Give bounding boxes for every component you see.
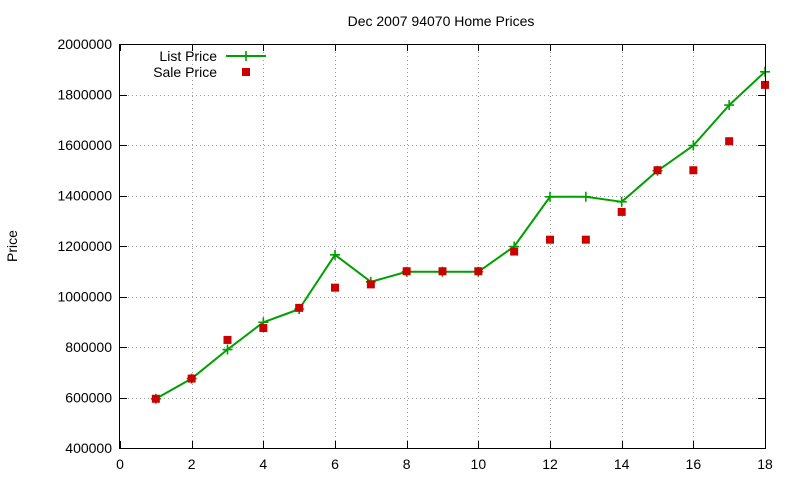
y-tick-label: 1400000 <box>57 188 112 204</box>
x-tick-label: 12 <box>542 456 558 472</box>
x-tick-label: 4 <box>259 456 267 472</box>
sale-price-point <box>402 267 411 276</box>
y-tick-label: 800000 <box>65 339 112 355</box>
sale-price-point <box>295 303 304 312</box>
x-tick-label: 10 <box>471 456 487 472</box>
x-tick-label: 0 <box>116 456 124 472</box>
list-price-point <box>545 191 555 202</box>
sale-price-point <box>187 374 196 383</box>
legend-plus-swatch <box>241 51 251 61</box>
list-price-point <box>724 100 735 111</box>
x-tick-label: 6 <box>331 456 339 472</box>
legend-label: Sale Price <box>153 64 217 80</box>
sale-price-point <box>689 166 698 175</box>
plot-data <box>150 66 770 404</box>
sale-price-point <box>546 235 554 244</box>
y-tick-label: 1200000 <box>57 238 112 254</box>
legend-square-swatch <box>242 68 250 76</box>
x-tick-label: 14 <box>614 456 630 472</box>
x-tick-label: 16 <box>686 456 702 472</box>
sale-price-point <box>223 335 232 344</box>
sale-price-point <box>331 283 339 292</box>
x-tick-label: 8 <box>403 456 411 472</box>
sale-price-point <box>653 166 662 175</box>
axis-ticks: 400000 600000 800000 1000000 1200000 1400000 1… <box>57 36 773 472</box>
sale-price-point <box>581 235 590 244</box>
y-tick-label: 2000000 <box>57 36 112 52</box>
list-price-point <box>616 196 627 207</box>
sale-price-point <box>725 137 734 146</box>
list-price-line <box>155 71 766 400</box>
sale-price-point <box>474 267 483 276</box>
sale-price-point <box>510 247 519 256</box>
chart-title: Dec 2007 94070 Home Prices <box>348 13 535 29</box>
x-tick-label: 18 <box>757 456 773 472</box>
grid-lines <box>120 44 765 448</box>
sale-price-point <box>259 324 268 333</box>
sale-price-point <box>366 280 375 289</box>
list-price-point <box>330 249 340 260</box>
plot-frame <box>119 44 766 449</box>
y-tick-label: 1600000 <box>57 137 112 153</box>
list-price-point <box>580 191 591 202</box>
sale-price-point <box>438 267 447 276</box>
y-tick-label: 600000 <box>65 390 112 406</box>
legend-label: List Price <box>159 48 217 64</box>
y-tick-label: 400000 <box>65 440 112 456</box>
y-tick-label: 1000000 <box>57 289 112 305</box>
sale-price-point <box>617 207 626 216</box>
y-axis-label: Price <box>4 230 20 262</box>
list-price-point <box>688 140 699 151</box>
list-price-point <box>222 344 233 355</box>
x-tick-label: 2 <box>188 456 196 472</box>
sale-price-point <box>151 394 160 403</box>
y-tick-label: 1800000 <box>57 87 112 103</box>
